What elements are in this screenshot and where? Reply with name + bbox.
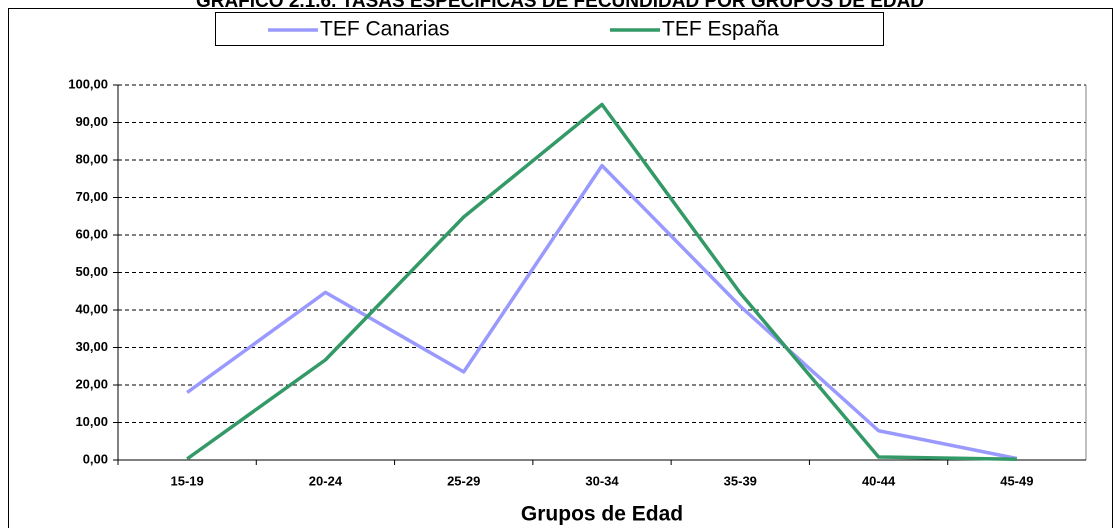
x-tick-label: 40-44 <box>862 473 896 488</box>
y-tick-label: 0,00 <box>83 451 108 466</box>
x-axis-label: Grupos de Edad <box>521 503 683 526</box>
legend-label: TEF España <box>662 18 779 41</box>
y-tick-label: 100,00 <box>68 76 108 91</box>
legend-box <box>215 12 884 46</box>
y-tick-label: 40,00 <box>75 301 108 316</box>
line-series <box>186 163 1018 461</box>
x-tick-label: 45-49 <box>1000 473 1033 488</box>
y-tick-label: 50,00 <box>75 264 108 279</box>
y-tick-label: 10,00 <box>75 414 108 429</box>
x-tick-label: 35-39 <box>724 473 757 488</box>
chart-frame <box>8 8 1113 528</box>
y-tick-label: 80,00 <box>75 151 108 166</box>
legend-label: TEF Canarias <box>320 18 450 41</box>
y-tick-label: 90,00 <box>75 114 108 129</box>
y-tick-label: 60,00 <box>75 226 108 241</box>
y-tick-label: 20,00 <box>75 376 108 391</box>
x-tick-label: 15-19 <box>171 473 204 488</box>
x-tick-label: 20-24 <box>309 473 343 488</box>
line-series <box>186 102 1017 461</box>
x-tick-label: 30-34 <box>585 473 619 488</box>
x-tick-label: 25-29 <box>447 473 480 488</box>
y-tick-label: 30,00 <box>75 339 108 354</box>
chart-title: GRÁFICO 2.1.6. TASAS ESPECÍFICAS DE FECU… <box>196 0 924 12</box>
y-tick-label: 70,00 <box>75 189 108 204</box>
